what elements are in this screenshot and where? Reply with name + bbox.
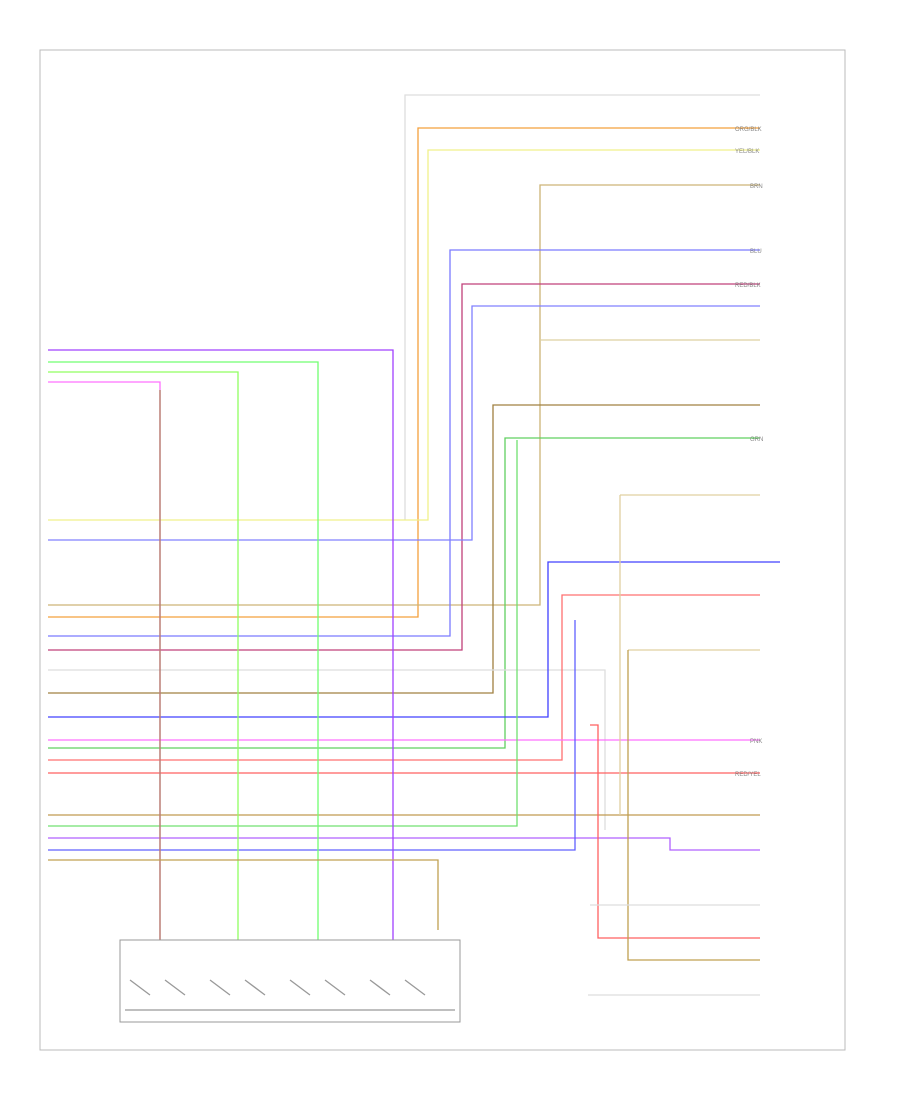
switch-box [119,939,461,1023]
wire-label: GRN [750,437,763,443]
wire-label: RED/YEL [735,772,761,778]
wire-label: BRN [750,184,763,190]
wire-label: PNK [750,739,762,745]
wire-label: BLU [750,249,762,255]
frame [39,49,846,1051]
wires [48,94,780,996]
wire-label: RED/BLK [735,283,761,289]
wire-label: YEL/BLK [735,149,759,155]
switch-contacts [125,979,455,1011]
wire-label: ORG/BLK [735,127,762,133]
